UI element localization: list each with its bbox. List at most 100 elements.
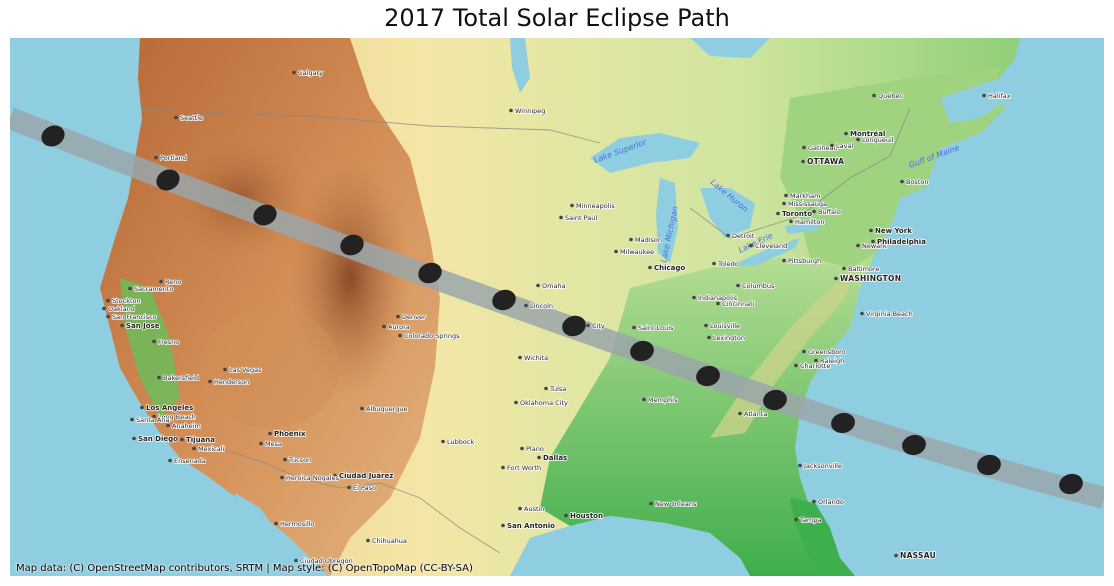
city-label: Toronto [782, 210, 812, 218]
california-valley [120, 278, 180, 418]
city-label: San Francisco [112, 313, 157, 321]
city-dot [366, 538, 370, 543]
city-dot [649, 501, 653, 506]
city-label: Greensboro [808, 348, 846, 356]
city-label: Houston [570, 512, 603, 520]
city-dot [749, 243, 753, 248]
city-label: San Diego [138, 435, 178, 443]
city-label: WASHINGTON [840, 274, 901, 283]
eclipse-path-layer [10, 107, 1104, 509]
city-label: OTTAWA [807, 157, 844, 166]
city-label: Ciudad Juárez [339, 472, 393, 480]
city-label: Pittsburgh [788, 257, 821, 265]
city-dot [120, 323, 124, 328]
city-label: Columbus [742, 282, 775, 290]
city-dot [814, 358, 818, 363]
lake-winnipeg [510, 38, 530, 93]
city-label: Toledo [717, 260, 739, 268]
city-dot [274, 521, 278, 526]
city-label: Buffalo [818, 208, 841, 216]
city-dot [102, 306, 106, 311]
city-dot [441, 439, 445, 444]
city-label: Minneapolis [576, 202, 615, 210]
city-dot [726, 233, 730, 238]
city-dot [782, 258, 786, 263]
city-dot [360, 406, 364, 411]
city-dot [738, 411, 742, 416]
florida-peninsula [790, 498, 850, 576]
city-label: Reno [165, 278, 181, 286]
lake-superior [590, 133, 700, 173]
city-dot [396, 314, 400, 319]
umbra-shadow-8 [630, 340, 654, 362]
city-label: Las Vegas [229, 366, 262, 374]
city-dot [280, 475, 284, 480]
city-label: Milwaukee [620, 248, 654, 256]
umbra-shadow-4 [340, 234, 364, 256]
city-label: Indianapolis [698, 294, 738, 302]
city-label: Newark [862, 242, 887, 250]
city-label: Oklahoma City [520, 399, 568, 407]
city-dot [106, 314, 110, 319]
city-label: Halifax [988, 92, 1011, 100]
city-label: Santa Ana [136, 416, 169, 424]
city-dot [501, 465, 505, 470]
hudson-bay [690, 38, 770, 58]
city-dot [283, 457, 287, 462]
umbra-shadow-6 [492, 289, 516, 311]
city-label: Lubbock [447, 438, 474, 446]
city-label: Tucson [288, 456, 311, 464]
city-label: Saint Paul [565, 214, 597, 222]
lake-huron [700, 188, 755, 238]
city-label: Laval [836, 142, 853, 150]
city-label: Memphis [648, 396, 678, 404]
city-dot [130, 417, 134, 422]
city-dot [159, 279, 163, 284]
city-dot [860, 311, 864, 316]
city-label: Baltimore [848, 265, 879, 273]
city-dot [834, 276, 838, 281]
city-label: NASSAU [900, 551, 936, 560]
city-dot [692, 295, 696, 300]
city-label: Saint Louis [638, 324, 674, 332]
city-label: Lexington [713, 334, 745, 342]
city-dot [614, 249, 618, 254]
city-label: Cincinnati [722, 300, 755, 308]
city-dot [894, 553, 898, 558]
city-label: Mexicali [198, 445, 225, 453]
city-dot [794, 517, 798, 522]
city-label: Tampa [799, 516, 821, 524]
topographic-map[interactable]: Lake Superior Lake Michigan Lake Huron L… [10, 38, 1104, 576]
city-dot [812, 209, 816, 214]
city-dot [382, 324, 386, 329]
map-viewport[interactable]: Lake Superior Lake Michigan Lake Huron L… [10, 38, 1104, 576]
city-label: New York [875, 227, 912, 235]
city-label: New Orleans [655, 500, 697, 508]
city-label: Seattle [180, 114, 203, 122]
umbra-shadow-14 [1059, 473, 1083, 495]
city-dot [802, 349, 806, 354]
city-label: Montréal [850, 130, 885, 138]
city-label: Sacramento [134, 285, 173, 293]
city-label: Chicago [654, 264, 685, 272]
city-dot [871, 239, 875, 244]
lake-michigan [656, 178, 678, 263]
city-dot [869, 228, 873, 233]
city-dot [812, 499, 816, 504]
city-dot [789, 219, 793, 224]
city-dot [632, 325, 636, 330]
city-dot [166, 423, 170, 428]
city-dot [856, 243, 860, 248]
city-label: Dallas [543, 454, 567, 462]
city-dot [208, 379, 212, 384]
city-label: Fresno [158, 338, 179, 346]
city-dot [292, 70, 296, 75]
city-label: Phoenix [274, 430, 306, 438]
city-dot [152, 339, 156, 344]
city-dot [333, 473, 337, 478]
city-dot [707, 335, 711, 340]
umbra-shadow-1 [41, 125, 65, 147]
city-label: Los Angeles [146, 404, 193, 412]
umbra-shadow-13 [977, 454, 1001, 476]
city-dot [900, 179, 904, 184]
